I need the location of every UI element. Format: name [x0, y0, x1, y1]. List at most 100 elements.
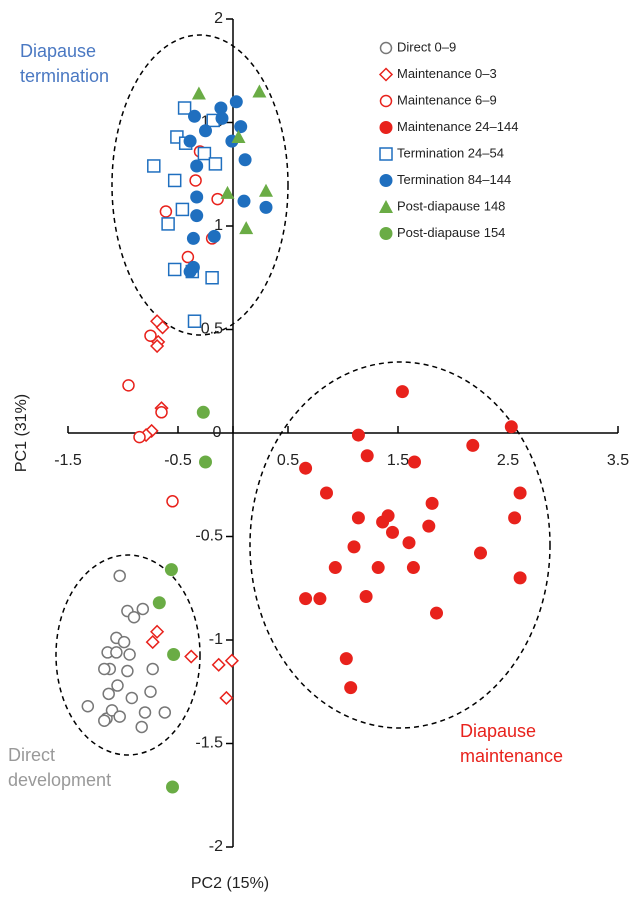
point: [161, 217, 175, 231]
legend-label: Maintenance 24–144: [397, 119, 518, 134]
point: [125, 691, 139, 705]
legend-marker: [378, 67, 394, 82]
point: [199, 455, 212, 469]
point: [113, 569, 126, 583]
point: [158, 706, 172, 719]
point: [259, 200, 273, 214]
point: [159, 205, 173, 218]
point: [110, 646, 123, 659]
point: [81, 699, 95, 713]
point: [167, 262, 182, 277]
x-tick-label: 2.5: [497, 452, 519, 469]
point: [150, 624, 165, 639]
point: [136, 602, 150, 616]
point: [152, 596, 166, 610]
legend-marker: [379, 147, 393, 161]
point: [360, 449, 374, 463]
point: [122, 379, 135, 392]
point: [199, 124, 212, 138]
point: [184, 649, 199, 664]
y-tick-label: 0.5: [201, 321, 223, 338]
point: [422, 519, 436, 533]
point: [381, 509, 395, 523]
point: [299, 592, 313, 606]
x-tick-label: -1.5: [54, 452, 82, 469]
point: [238, 153, 252, 167]
x-axis-label: PC2 (15%): [191, 875, 269, 892]
x-tick-label: -0.5: [164, 452, 192, 469]
point: [239, 221, 254, 235]
y-tick-label: 1: [214, 217, 223, 234]
point: [234, 120, 248, 134]
point: [166, 780, 179, 794]
point: [189, 174, 202, 187]
y-tick-label: -1.5: [195, 735, 223, 752]
point: [351, 511, 365, 525]
point: [224, 653, 239, 668]
point: [196, 405, 210, 419]
point: [190, 209, 204, 223]
point: [504, 420, 518, 434]
point: [183, 134, 197, 148]
point: [138, 706, 152, 719]
legend-label: Post-diapause 148: [397, 198, 505, 213]
annotation: termination: [20, 66, 109, 86]
point: [513, 571, 527, 585]
legend-label: Termination 24–54: [397, 145, 504, 160]
point: [215, 111, 229, 125]
point: [402, 536, 416, 550]
legend-label: Maintenance 0–3: [397, 66, 497, 81]
legend-marker: [379, 121, 393, 134]
annotation: Direct: [8, 745, 55, 765]
point: [146, 662, 159, 676]
annotation: Diapause: [20, 41, 96, 61]
point: [111, 679, 124, 692]
point: [211, 192, 224, 206]
point: [187, 314, 202, 328]
point: [190, 159, 204, 173]
point: [299, 461, 313, 475]
y-tick-label: -1: [209, 631, 223, 648]
point: [121, 664, 134, 678]
point: [123, 648, 136, 661]
x-tick-label: 3.5: [607, 452, 629, 469]
point: [408, 455, 421, 469]
point: [320, 486, 333, 500]
point: [347, 540, 361, 554]
point: [205, 271, 219, 285]
point: [430, 606, 443, 620]
point: [175, 202, 190, 217]
point: [359, 590, 373, 604]
point: [98, 662, 111, 676]
point: [155, 406, 168, 419]
legend-marker: [379, 41, 393, 55]
y-axis-label: PC1 (31%): [13, 394, 30, 472]
point: [229, 95, 243, 109]
point: [208, 157, 223, 171]
point: [425, 496, 439, 510]
y-tick-label: -2: [209, 838, 223, 855]
point: [207, 229, 221, 243]
point: [177, 101, 192, 115]
y-tick-label: 2: [214, 10, 223, 27]
point: [167, 173, 182, 188]
point: [344, 681, 358, 695]
point: [164, 563, 178, 577]
point: [183, 265, 197, 279]
point: [386, 525, 399, 539]
point: [259, 183, 273, 197]
legend-label: Post-diapause 154: [397, 225, 505, 240]
legend-label: Direct 0–9: [397, 39, 456, 54]
point: [252, 84, 267, 98]
point: [145, 635, 160, 650]
point: [144, 329, 157, 342]
point: [117, 635, 131, 649]
point: [150, 338, 165, 354]
annotation: development: [8, 770, 111, 790]
point: [127, 610, 141, 624]
point: [395, 385, 409, 399]
point: [166, 495, 179, 508]
point: [167, 647, 181, 661]
point: [191, 86, 206, 100]
